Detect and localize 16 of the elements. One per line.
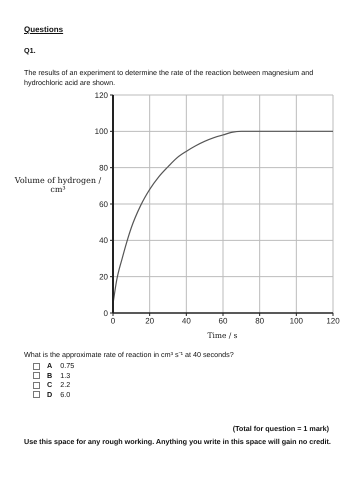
y-tick-label: 100 bbox=[94, 127, 109, 136]
x-tick-label: 20 bbox=[145, 316, 155, 326]
y-tick-label: 60 bbox=[99, 200, 109, 209]
x-tick-label: 80 bbox=[255, 316, 265, 326]
x-tick-label: 0 bbox=[110, 316, 116, 326]
x-tick-label: 40 bbox=[182, 316, 192, 326]
y-tick-label: 120 bbox=[94, 90, 109, 100]
y-tick-label: 40 bbox=[99, 236, 109, 246]
y-tick-label: 0 bbox=[104, 308, 109, 318]
y-tick-label: 20 bbox=[99, 272, 109, 282]
x-tick-label: 60 bbox=[218, 316, 228, 326]
x-tick-label: 100 bbox=[290, 316, 304, 326]
text: Questions bbox=[24, 25, 64, 34]
x-tick-label: 120 bbox=[326, 316, 340, 326]
y-tick-label: 80 bbox=[99, 164, 109, 173]
y-axis-title: Volume of hydrogen / cm³ bbox=[14, 176, 102, 194]
